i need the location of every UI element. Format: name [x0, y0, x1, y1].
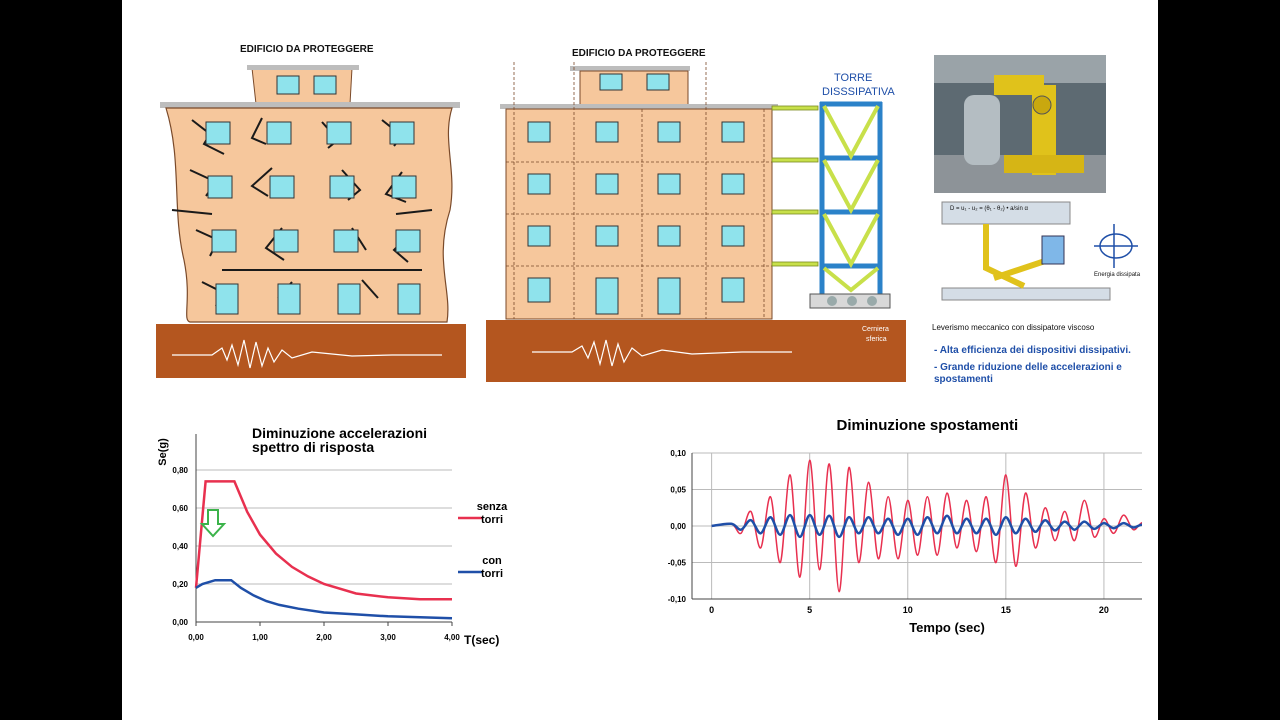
damaged-building-illustration [156, 65, 466, 378]
device-legend: Energia dissipata [1094, 272, 1141, 278]
legend-label: torri [481, 568, 503, 580]
legend-label: senza [477, 501, 508, 513]
series-line-con-torri [195, 578, 453, 620]
damper-lever-diagram [941, 201, 1138, 301]
bullet-1: - Alta efficienza dei dispositivi dissip… [934, 345, 1131, 356]
y-axis-label: Se(g) [157, 438, 169, 466]
down-arrow-icon [199, 509, 227, 538]
spectrum-chart: 0,00 0,20 0,40 0,60 0,80 0,00 1,00 2,00 3,00 4,00… [157, 425, 508, 647]
chart-title: Diminuzione spostamenti [837, 417, 1019, 434]
foundation-label-line2: sferica [866, 336, 887, 343]
x-tick-label: 0,00 [188, 633, 204, 642]
chart-title-line: spettro di risposta [252, 439, 374, 455]
y-tick-label: 0,60 [172, 504, 188, 513]
series-line-senza-torri [194, 480, 452, 601]
legend-label: torri [481, 514, 503, 526]
series-line-senza-torri [711, 459, 1142, 593]
x-axis-label: Tempo (sec) [909, 620, 985, 635]
y-tick-label: 0,40 [172, 542, 188, 551]
y-tick-label: 0,10 [670, 449, 686, 458]
device-caption: Leverismo meccanico con dissipatore visc… [932, 323, 1095, 332]
legend-label: con [482, 555, 502, 567]
y-tick-label: 0,00 [670, 522, 686, 531]
foundation-label-line1: Cerniera [862, 326, 889, 333]
x-tick-label: 15 [1001, 605, 1011, 615]
y-tick-label: -0,05 [668, 559, 687, 568]
chart-title-line: Diminuzione accelerazioni [252, 425, 427, 441]
protected-building-illustration [486, 62, 906, 382]
tower-label-line2: DISSSIPATIVA [822, 86, 895, 98]
left-building-label: EDIFICIO DA PROTEGGERE [240, 44, 374, 55]
x-tick-label: 3,00 [380, 633, 396, 642]
bullet-2: - Grande riduzione delle accelerazioni e… [934, 362, 1122, 385]
series-line-con-torri [711, 513, 1142, 539]
y-tick-label: 0,80 [172, 466, 188, 475]
damper-device-photo [934, 55, 1106, 193]
y-tick-label: 0,05 [670, 486, 686, 495]
x-tick-label: 20 [1099, 605, 1109, 615]
x-tick-label: 0 [709, 605, 714, 615]
tower-label-line1: TORRE [834, 72, 873, 84]
x-tick-label: 10 [903, 605, 913, 615]
x-tick-label: 4,00 [444, 633, 460, 642]
device-formula: D = u₁ - u₂ = (θ₁ - θ₂) • a/sin α [950, 206, 1028, 212]
x-tick-label: 2,00 [316, 633, 332, 642]
x-axis-label: T(sec) [464, 633, 499, 647]
x-tick-label: 5 [807, 605, 812, 615]
y-tick-label: -0,10 [668, 595, 687, 604]
slide: EDIFICIO DA PROTEGGERE EDIFICIO DA PROTE… [122, 0, 1158, 720]
right-building-label: EDIFICIO DA PROTEGGERE [572, 48, 706, 59]
displacement-chart: -0,10-0,050,000,050,100510152025Tempo (s… [668, 417, 1142, 635]
x-tick-label: 1,00 [252, 633, 268, 642]
y-tick-label: 0,00 [172, 618, 188, 627]
y-tick-label: 0,20 [172, 580, 188, 589]
